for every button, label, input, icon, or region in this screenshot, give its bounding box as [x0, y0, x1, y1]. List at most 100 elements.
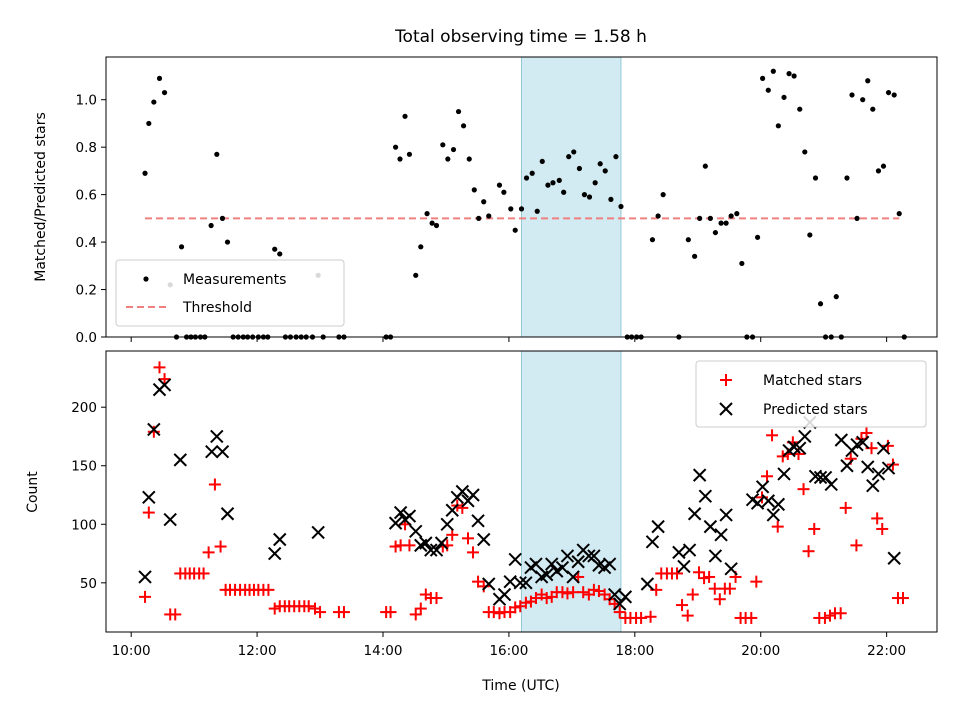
matched-star-point	[745, 611, 758, 624]
measurement-point	[178, 244, 185, 250]
legend-measurements-label: Measurements	[183, 272, 286, 288]
matched-star-point	[561, 587, 574, 600]
matched-star-point	[839, 501, 852, 514]
measurement-point	[791, 73, 797, 79]
measurement-point	[142, 170, 148, 176]
measurement-point	[854, 215, 860, 221]
matched-star-point	[808, 522, 821, 535]
measurement-point	[397, 156, 403, 162]
measurement-point	[219, 215, 226, 221]
measurement-point	[844, 175, 850, 181]
measurement-point	[418, 244, 424, 250]
measurement-point	[406, 151, 413, 157]
predicted-star-point	[840, 459, 854, 473]
predicted-x-b	[147, 422, 161, 437]
ratio-y-tick-label: 0.4	[76, 235, 97, 251]
count-x-ticks: 10:00 12:00 14:00 16:00 18:00 20:00 22:00	[112, 632, 906, 659]
predicted-star-point	[703, 519, 718, 534]
measurement-point	[476, 215, 482, 221]
predicted-x-b	[887, 551, 901, 565]
measurement-point	[501, 189, 507, 195]
matched-star-point	[802, 545, 815, 558]
predicted-star-point	[777, 467, 791, 481]
matched-star-point	[703, 570, 716, 583]
measurement-point	[649, 237, 656, 243]
matched-star-point	[860, 426, 873, 439]
count-x-tick-label: 20:00	[741, 643, 780, 659]
measurement-point	[539, 158, 545, 165]
count-axes-frame	[105, 350, 938, 633]
predicted-x-b	[871, 467, 886, 481]
measurement-point	[440, 142, 446, 148]
predicted-star-point	[434, 536, 449, 550]
count-marks	[138, 361, 910, 624]
measurement-point	[224, 239, 231, 245]
predicted-x-b	[881, 461, 896, 475]
predicted-x-b	[645, 535, 660, 549]
predicted-star-point	[142, 490, 156, 505]
predicted-star-point	[640, 577, 655, 591]
matched-star-point	[771, 520, 784, 533]
predicted-star-point	[471, 514, 485, 528]
predicted-x-b	[592, 558, 606, 572]
ratio-legend: Measurements Threshold	[115, 259, 345, 327]
predicted-x-b	[840, 459, 854, 473]
predicted-x-b	[566, 570, 580, 584]
matched-star-point	[540, 592, 553, 605]
predicted-star-point	[607, 587, 622, 602]
matched-star-point	[169, 608, 182, 621]
predicted-x-b	[471, 514, 485, 528]
measurement-point	[660, 192, 666, 198]
measurement-point	[765, 87, 771, 93]
predicted-star-point	[513, 576, 527, 590]
matched-star-point	[766, 429, 779, 442]
predicted-x-b	[466, 488, 480, 502]
matched-star-point	[197, 567, 210, 580]
matched-star-point	[202, 546, 215, 559]
measurement-point	[697, 215, 703, 221]
measurement-point	[402, 113, 408, 119]
ratio-y-tick-label: 0.8	[76, 140, 97, 156]
measurement-point	[786, 71, 792, 77]
matched-star-point	[577, 586, 590, 599]
predicted-star-point	[529, 557, 543, 571]
predicted-star-point	[719, 508, 733, 522]
ratio-y-tick-label: 1.0	[76, 93, 97, 109]
measurement-point	[586, 194, 593, 200]
predicted-x-b	[602, 557, 617, 571]
matched-star-point	[681, 609, 694, 622]
matched-star-point	[142, 506, 155, 519]
observing-interval-shade-top	[521, 56, 622, 338]
predicted-x-b	[477, 532, 491, 547]
predicted-x-b	[497, 587, 512, 602]
predicted-star-point	[714, 528, 728, 542]
count-legend-box	[695, 360, 927, 428]
measurement-point	[156, 75, 163, 81]
predicted-x-b	[876, 441, 891, 455]
matched-star-point	[268, 602, 281, 615]
measurement-point	[545, 182, 551, 188]
predicted-star-point	[402, 509, 417, 523]
predicted-x-b	[519, 576, 533, 590]
predicted-star-point	[273, 532, 287, 547]
measurement-point	[576, 165, 583, 172]
predicted-x-b	[173, 453, 187, 467]
matched-star-point	[403, 539, 416, 552]
predicted-x-b	[719, 508, 733, 522]
measurement-point	[896, 211, 902, 217]
predicted-star-point	[220, 507, 235, 521]
ratio-y-tick-label: 0.2	[76, 283, 97, 299]
ratio-y-ticks: 0.0 0.2 0.4 0.6 0.8 1.0	[76, 93, 106, 346]
predicted-x-b	[640, 577, 655, 591]
measurement-point	[891, 92, 897, 98]
predicted-x-b	[866, 478, 880, 493]
matched-star-point	[556, 586, 569, 599]
predicted-star-point	[887, 551, 901, 565]
chart-title: Total observing time = 1.58 h	[394, 27, 647, 47]
measurement-point	[807, 232, 813, 238]
ratio-x-ticks	[130, 337, 888, 342]
predicted-star-point	[205, 444, 219, 459]
count-panel: 50 100 150 200 10:00 12:00 14:00 16:00 18:00 20:…	[25, 350, 938, 694]
count-x-tick-label: 10:00	[112, 643, 151, 659]
measurement-point	[812, 175, 819, 181]
